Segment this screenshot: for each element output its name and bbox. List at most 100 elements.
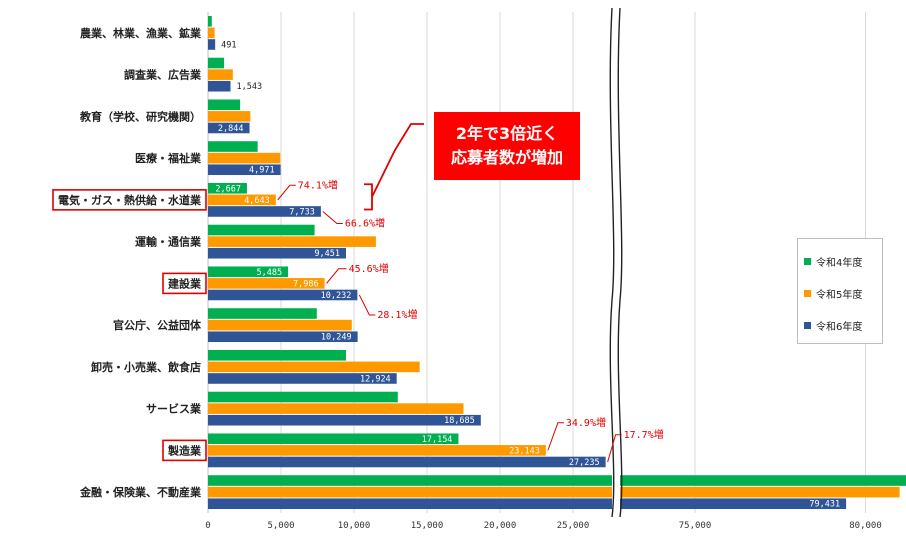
- bar: [208, 224, 315, 236]
- x-tick-label: 15,000: [411, 521, 444, 531]
- bar: [208, 69, 233, 80]
- legend-item-r5: 令和5年度: [804, 286, 862, 301]
- bar: [208, 247, 346, 259]
- data-label: 10,249: [321, 333, 352, 343]
- bar: [208, 403, 464, 414]
- legend-label-r4: 令和4年度: [816, 258, 863, 269]
- category-label: 製造業: [167, 443, 202, 457]
- annotation-leader: [326, 268, 347, 284]
- bar: [208, 278, 325, 289]
- legend-item-r4: 令和4年度: [804, 254, 862, 269]
- data-label: 10,232: [321, 291, 352, 301]
- annotation-leader: [358, 294, 376, 316]
- data-label: 491: [221, 40, 236, 50]
- annotation-label: 28.1%増: [377, 308, 417, 321]
- annotation-label: 34.9%増: [566, 416, 606, 429]
- bar: [208, 141, 258, 152]
- bar: [208, 349, 346, 361]
- bar: [208, 27, 215, 39]
- bar: [208, 331, 358, 343]
- legend: 令和4年度 令和5年度 令和6年度: [797, 238, 883, 344]
- bar: [208, 373, 397, 384]
- bar: [208, 433, 459, 445]
- legend-label-r5: 令和5年度: [816, 290, 863, 301]
- bar: [208, 289, 358, 301]
- axis-break-line: [609, 7, 615, 518]
- annotation-label: 17.7%増: [624, 428, 664, 441]
- data-label: 18,685: [444, 416, 475, 426]
- bar: [208, 80, 231, 92]
- data-label: 23,143: [509, 446, 540, 456]
- category-label: 金融・保険業、不動産業: [79, 485, 202, 499]
- x-tick-label: 25,000: [557, 521, 590, 531]
- bar: [208, 391, 398, 403]
- annotation-label: 74.1%増: [298, 178, 338, 191]
- bar: [208, 57, 225, 69]
- data-label: 79,431: [809, 500, 840, 510]
- data-label: 2,667: [215, 184, 241, 194]
- callout-line-1: 2年で3倍近く: [455, 124, 559, 143]
- bar: [208, 445, 546, 456]
- annotation-label: 66.6%増: [345, 216, 385, 229]
- category-label: 調査業、広告業: [124, 68, 202, 82]
- category-label: 農業、林業、漁業、鉱業: [80, 26, 202, 40]
- category-label: 建設業: [168, 276, 202, 290]
- x-tick-label: 5,000: [267, 521, 294, 531]
- axis-break-line: [617, 7, 623, 518]
- callout-box: 2年で3倍近く 応募者数が増加: [434, 112, 580, 180]
- category-highlight-box: [162, 439, 207, 462]
- legend-swatch-r4: [804, 258, 811, 265]
- category-label: 医療・福祉業: [135, 151, 202, 165]
- bar: [208, 308, 317, 319]
- bar: [208, 122, 250, 134]
- bar: [208, 475, 906, 486]
- callout-line-2: 応募者数が増加: [450, 148, 563, 167]
- x-tick-label: 80,000: [849, 521, 882, 531]
- bar: [208, 486, 900, 498]
- category-label: 運輸・通信業: [135, 235, 202, 249]
- bar: [208, 194, 276, 206]
- x-tick-label: 75,000: [679, 521, 712, 531]
- bar: [208, 164, 281, 176]
- legend-item-r6: 令和6年度: [804, 318, 862, 333]
- annotation-leader: [277, 184, 296, 201]
- bar: [208, 99, 241, 111]
- x-tick-label: 20,000: [484, 521, 517, 531]
- bar: [208, 111, 251, 122]
- bar: [208, 456, 606, 468]
- data-label: 9,451: [314, 249, 340, 259]
- bar: [208, 498, 847, 510]
- annotation-leader: [607, 434, 622, 463]
- annotation-bracket: [364, 183, 373, 211]
- category-label: 電気・ガス・熱供給・水道業: [58, 193, 202, 207]
- data-label: 4,643: [244, 196, 270, 206]
- category-label: 官公庁、公益団体: [113, 318, 202, 332]
- bar: [208, 266, 289, 278]
- legend-label-r6: 令和6年度: [816, 322, 863, 333]
- bar: [208, 206, 321, 217]
- data-label: 27,235: [569, 458, 600, 468]
- axis-break-gap: [612, 8, 620, 517]
- data-label: 7,733: [289, 207, 315, 217]
- category-highlight-box: [52, 189, 207, 211]
- data-label: 2,844: [218, 124, 244, 134]
- category-highlight-box: [162, 272, 207, 295]
- bar: [208, 152, 281, 164]
- bar: [208, 319, 352, 331]
- annotation-leader: [322, 211, 343, 224]
- data-label: 17,154: [422, 435, 453, 445]
- legend-swatch-r5: [804, 290, 811, 297]
- category-label: サービス業: [146, 402, 202, 416]
- data-label: 4,971: [249, 166, 275, 176]
- data-label: 12,924: [360, 374, 391, 384]
- category-label: 卸売・小売業、飲食店: [91, 360, 201, 374]
- bar: [208, 361, 420, 373]
- category-label: 教育（学校、研究機関）: [79, 109, 201, 123]
- legend-swatch-r6: [804, 322, 811, 329]
- annotation-leader: [547, 422, 564, 451]
- bar: [208, 414, 481, 426]
- data-label: 7,986: [293, 279, 319, 289]
- x-tick-label: 0: [205, 521, 210, 531]
